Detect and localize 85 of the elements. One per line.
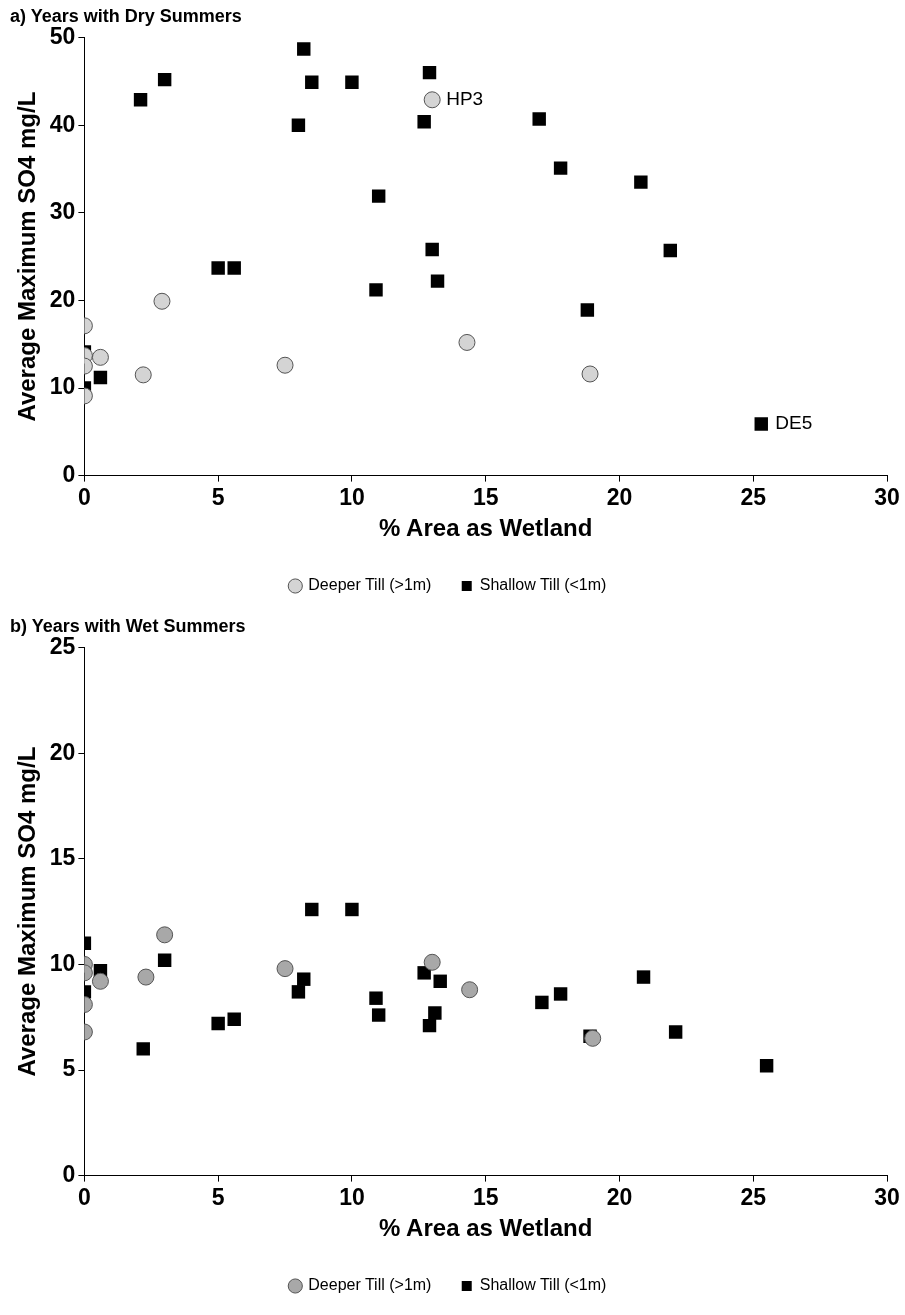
- y-tick-label: 20: [49, 738, 76, 765]
- point: [305, 902, 319, 917]
- x-tick-label: 25: [740, 1183, 767, 1210]
- point: [584, 1029, 602, 1047]
- point: [153, 292, 171, 310]
- point: [91, 348, 109, 366]
- point: [211, 1016, 225, 1031]
- x-tick-label: 20: [606, 483, 633, 510]
- point: [532, 112, 546, 126]
- point: [461, 981, 479, 999]
- x-tick-label: 20: [606, 1183, 633, 1210]
- legend-label: Shallow Till (<1m): [479, 576, 607, 594]
- point: [754, 417, 768, 431]
- point: [553, 161, 568, 175]
- point: [535, 995, 549, 1010]
- point: [553, 987, 568, 1001]
- point: [136, 1042, 150, 1056]
- point: [458, 333, 476, 351]
- y-axis-title: Average Maximum SO4 mg/L: [13, 91, 41, 422]
- point: [668, 1025, 683, 1039]
- point: [345, 75, 359, 89]
- point: [93, 370, 108, 385]
- x-axis-title: % Area as Wetland: [378, 1214, 593, 1242]
- point: [276, 356, 294, 374]
- point: [417, 114, 431, 129]
- legend-label: Deeper Till (>1m): [308, 1276, 432, 1294]
- point: [157, 953, 172, 967]
- point: [345, 902, 359, 917]
- point: [227, 261, 241, 275]
- y-tick-label: 0: [62, 460, 76, 487]
- y-tick-label: 0: [62, 1160, 76, 1187]
- point: [636, 970, 651, 984]
- y-tick-label: 10: [49, 949, 76, 976]
- x-tick-label: 30: [874, 1183, 900, 1210]
- point: [291, 985, 306, 999]
- point: [422, 1018, 437, 1033]
- point: [580, 303, 595, 317]
- point: [428, 1006, 442, 1020]
- point: [759, 1059, 774, 1073]
- point: [422, 65, 437, 80]
- y-tick-label: 40: [49, 110, 76, 137]
- point: [433, 974, 447, 989]
- x-tick-label: 10: [339, 1183, 365, 1210]
- point: [430, 274, 445, 288]
- point: [581, 365, 599, 383]
- x-axis-title: % Area as Wetland: [378, 514, 593, 542]
- x-tick-label: 10: [339, 483, 365, 510]
- y-tick-label: 30: [49, 198, 76, 225]
- point: [91, 972, 109, 990]
- y-tick-label: 20: [49, 285, 76, 312]
- x-tick-label: 5: [211, 483, 225, 510]
- point: [634, 175, 648, 189]
- x-tick-label: 25: [740, 483, 767, 510]
- x-tick-label: 5: [211, 1183, 225, 1210]
- point: [663, 243, 678, 258]
- legend-label: Shallow Till (<1m): [479, 1276, 607, 1294]
- point: [134, 366, 152, 384]
- point: [137, 968, 155, 986]
- point: [156, 926, 174, 944]
- point: [227, 1012, 241, 1027]
- point: [297, 972, 311, 986]
- x-tick-label: 15: [472, 1183, 499, 1210]
- point: [297, 42, 311, 56]
- legend-label: Deeper Till (>1m): [308, 576, 432, 594]
- point: [157, 72, 172, 87]
- point: [371, 1008, 386, 1022]
- point: [369, 283, 383, 297]
- point: [211, 261, 225, 275]
- y-axis-title: Average Maximum SO4 mg/L: [13, 746, 41, 1077]
- annotation: DE5: [775, 412, 813, 434]
- point: [371, 189, 386, 203]
- point: [305, 75, 319, 89]
- point: [291, 118, 306, 132]
- point: [423, 91, 441, 109]
- point: [369, 991, 383, 1005]
- y-tick-label: 10: [49, 373, 76, 400]
- annotation: HP3: [446, 88, 484, 110]
- point: [425, 242, 439, 257]
- y-tick-label: 5: [62, 1055, 76, 1082]
- y-tick-label: 15: [49, 844, 76, 871]
- point: [276, 960, 294, 978]
- point: [133, 93, 148, 107]
- x-tick-label: 15: [472, 483, 499, 510]
- x-tick-label: 30: [874, 483, 900, 510]
- point: [423, 953, 441, 971]
